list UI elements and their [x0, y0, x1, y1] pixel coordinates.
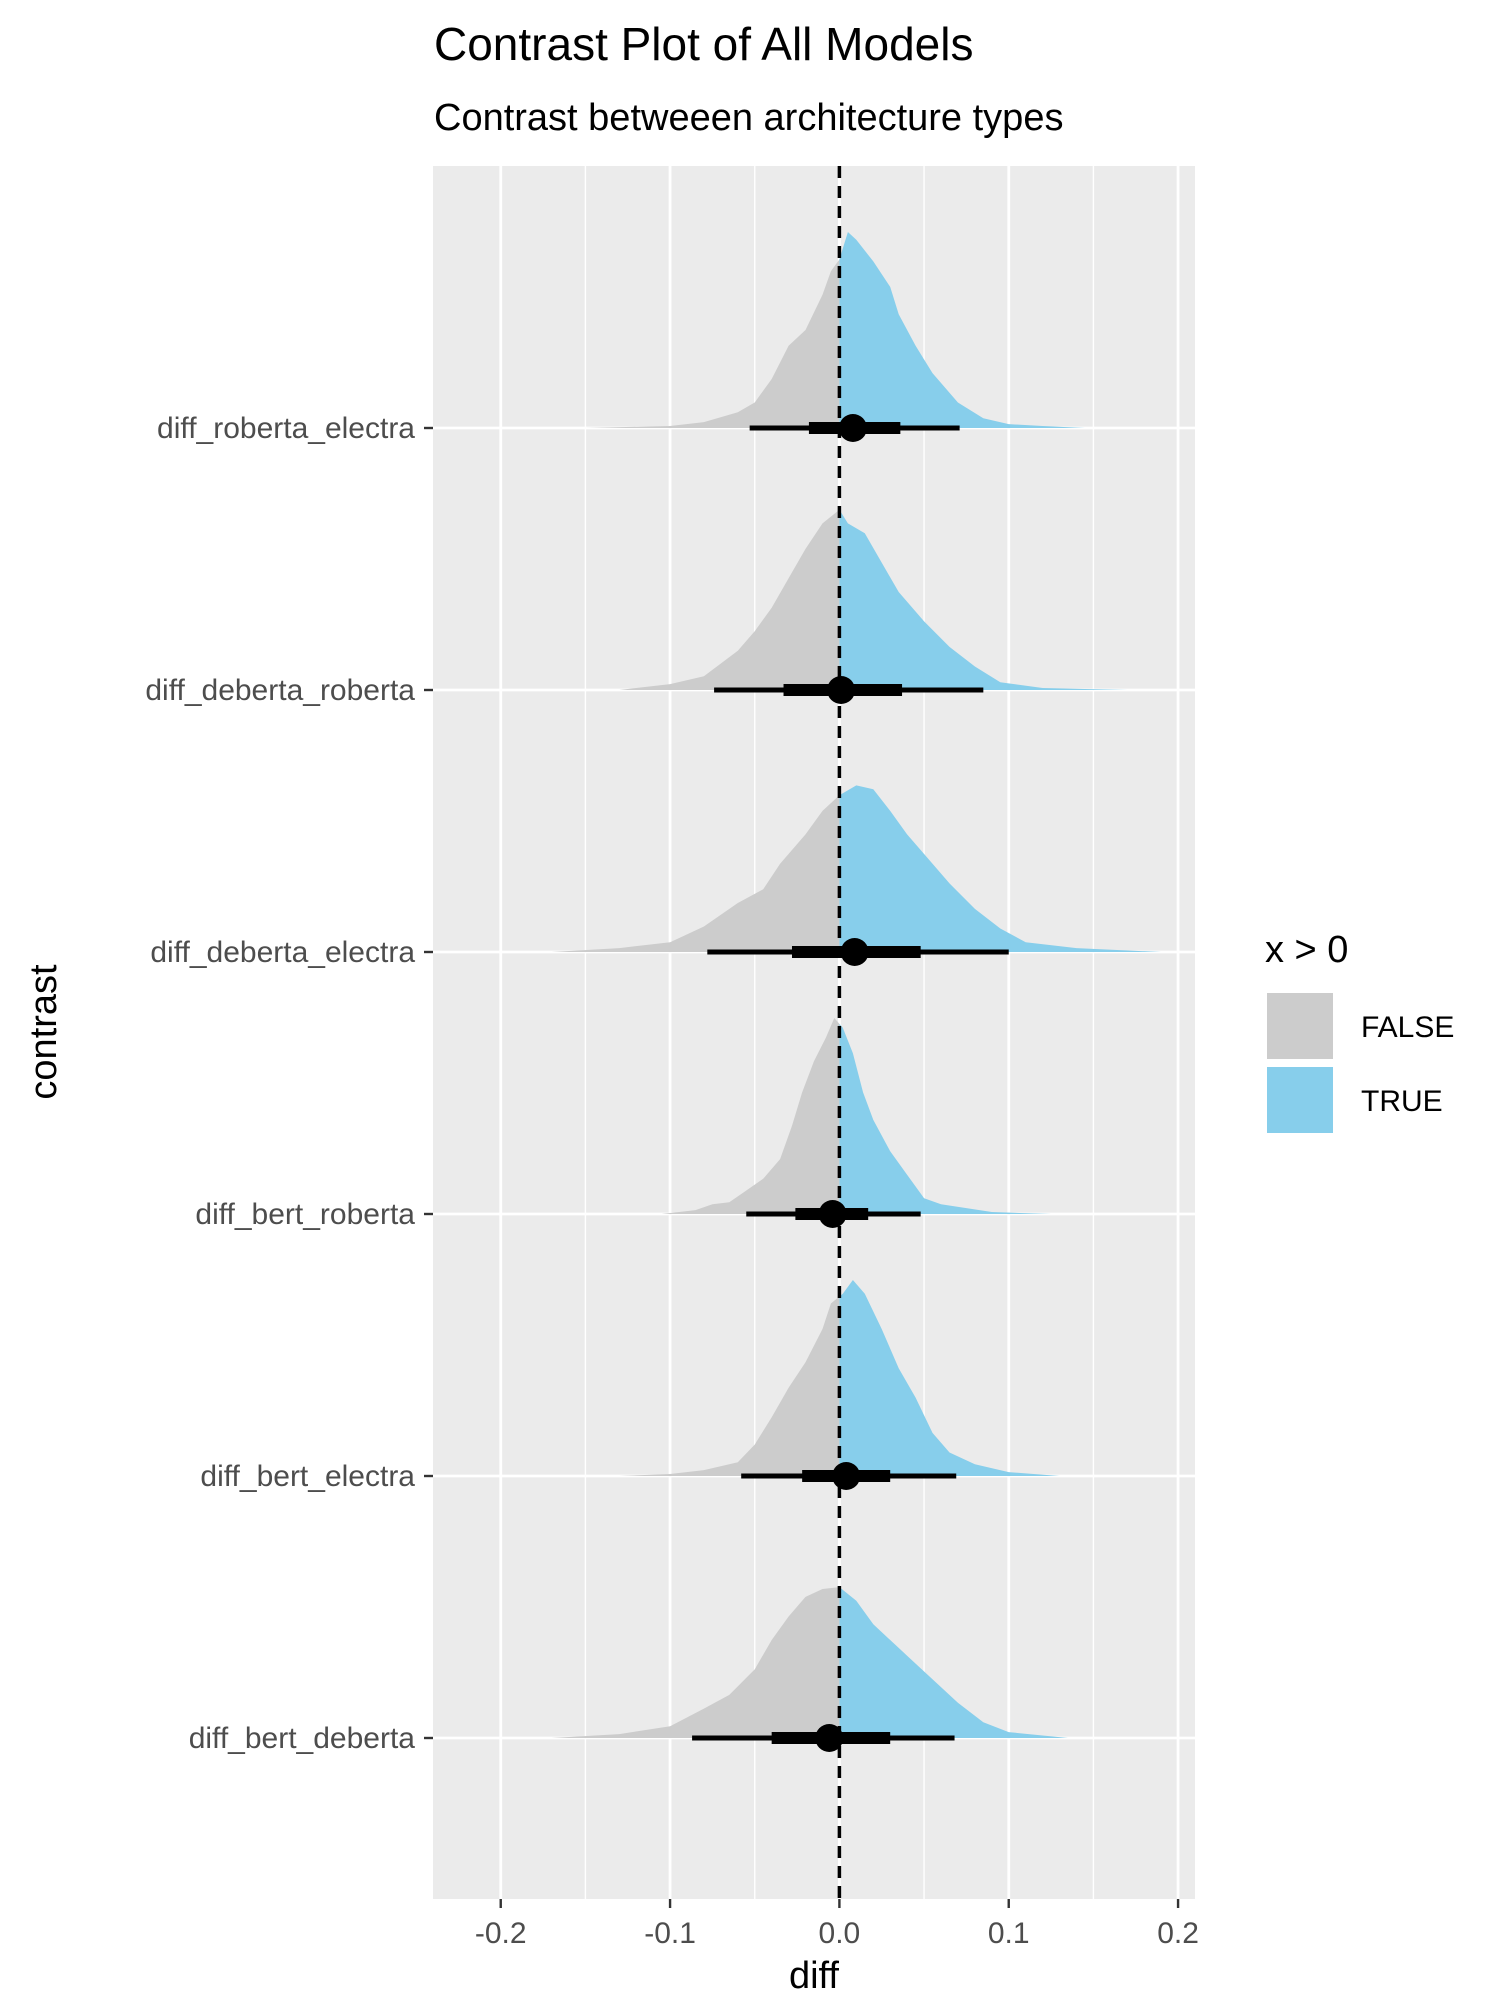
- median-point-diff_bert_electra: [832, 1462, 861, 1490]
- legend-label-true: TRUE: [1361, 1085, 1443, 1118]
- density-false-diff_bert_electra: [619, 1296, 840, 1476]
- density-true-diff_deberta_roberta: [839, 509, 1128, 690]
- y-tick-label: diff_roberta_electra: [157, 412, 415, 445]
- legend: x > 0 FALSE TRUE: [1265, 929, 1454, 1135]
- legend-label-false: FALSE: [1361, 1011, 1454, 1044]
- y-tick-label: diff_deberta_electra: [150, 936, 415, 969]
- interval-layer: [692, 414, 1009, 1752]
- density-true-diff_bert_deberta: [839, 1587, 1068, 1738]
- density-false-diff_bert_roberta: [661, 1018, 840, 1214]
- density-false-diff_deberta_electra: [551, 795, 840, 952]
- density-true-diff_roberta_electra: [839, 232, 1085, 428]
- median-point-diff_bert_deberta: [815, 1724, 844, 1752]
- legend-key-false: [1265, 991, 1335, 1061]
- x-tick-label: -0.2: [475, 1917, 527, 1950]
- chart-subtitle: Contrast betweeen architecture types: [434, 97, 1063, 139]
- density-true-diff_deberta_electra: [839, 785, 1162, 952]
- y-axis-title: contrast: [23, 964, 65, 1100]
- minor-gridlines: [584, 166, 1095, 1899]
- x-tick-label: -0.1: [644, 1917, 696, 1950]
- x-axis-title: diff: [789, 1955, 839, 1997]
- x-tick-label: 0.1: [988, 1917, 1030, 1950]
- density-false-diff_deberta_roberta: [619, 509, 840, 690]
- median-point-diff_roberta_electra: [838, 414, 867, 442]
- y-axis: diff_roberta_electra diff_deberta_roberta…: [145, 412, 433, 1755]
- density-false-diff_bert_deberta: [551, 1587, 840, 1738]
- x-axis: -0.2 -0.1 0.0 0.1 0.2: [475, 1899, 1199, 1950]
- y-tick-label: diff_bert_deberta: [189, 1722, 416, 1755]
- x-tick-label: 0.0: [819, 1917, 861, 1950]
- median-point-diff_deberta_electra: [840, 938, 869, 966]
- y-tick-label: diff_deberta_roberta: [145, 674, 415, 707]
- chart-title: Contrast Plot of All Models: [434, 18, 973, 70]
- legend-key-true: [1265, 1065, 1335, 1135]
- median-point-diff_bert_roberta: [818, 1200, 847, 1228]
- y-tick-label: diff_bert_roberta: [195, 1198, 415, 1231]
- legend-title: x > 0: [1265, 929, 1348, 971]
- x-tick-label: 0.2: [1157, 1917, 1199, 1950]
- density-layer: [551, 232, 1162, 1738]
- density-false-diff_roberta_electra: [585, 259, 840, 428]
- y-tick-label: diff_bert_electra: [200, 1460, 415, 1493]
- density-true-diff_bert_electra: [839, 1280, 1060, 1476]
- density-true-diff_bert_roberta: [839, 1023, 1052, 1214]
